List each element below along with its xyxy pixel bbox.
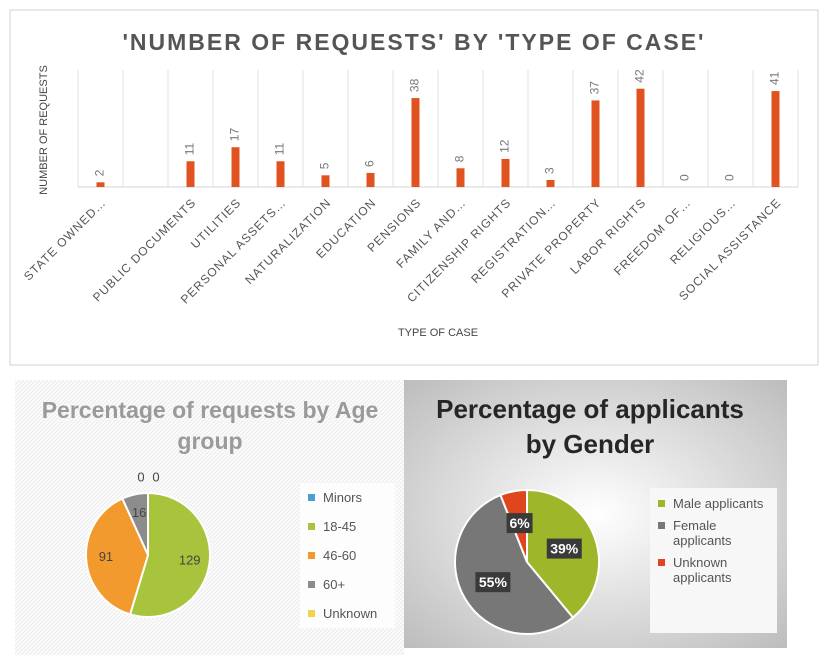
data-label: 3	[543, 167, 557, 174]
legend: Male applicants Female applicants Unknown …	[658, 496, 768, 592]
legend-swatch	[308, 610, 315, 617]
data-label: 16	[132, 505, 146, 520]
data-label: 129	[179, 553, 201, 568]
data-label: 0	[152, 470, 159, 485]
data-label: 0	[678, 174, 692, 181]
bar	[96, 182, 105, 187]
legend-swatch	[658, 522, 665, 529]
data-label: 0	[137, 470, 144, 485]
data-label-box	[546, 538, 582, 559]
legend-label: Female applicants	[673, 518, 732, 548]
age-legend-box	[300, 483, 395, 628]
data-label: 2	[93, 169, 107, 176]
legend-label: Minors	[323, 490, 363, 505]
data-label: 11	[183, 142, 197, 155]
bar	[546, 179, 555, 187]
data-label: 91	[99, 549, 113, 564]
legend-label: 46-60	[323, 548, 357, 563]
legend-swatch	[308, 494, 315, 501]
legend-item: 46-60	[308, 548, 393, 563]
legend-label: 60+	[323, 577, 346, 592]
data-label: 6%	[509, 515, 530, 531]
data-label: 41	[768, 71, 782, 85]
bar	[591, 100, 600, 187]
bar	[411, 98, 420, 187]
data-label: 5	[318, 162, 332, 169]
chart-title: Percentage of applicants by Gender	[436, 394, 744, 460]
legend-item: Unknown applicants	[658, 555, 768, 585]
data-label: 8	[453, 155, 467, 162]
legend-item: 60+	[308, 577, 393, 592]
gender-legend-box	[650, 488, 777, 633]
data-label: 11	[273, 142, 287, 155]
bar	[771, 91, 780, 187]
bar	[276, 161, 285, 187]
legend-item: 18-45	[308, 519, 393, 534]
chart-title: 'NUMBER OF REQUESTS' BY 'TYPE OF CASE'	[122, 29, 705, 55]
legend-label: Unknown applicants	[673, 555, 732, 585]
y-axis-label: NUMBER OF REQUESTS	[38, 65, 50, 195]
legend-swatch	[308, 523, 315, 530]
data-label: 38	[408, 78, 422, 92]
data-label: 12	[498, 139, 512, 153]
bar	[636, 88, 645, 187]
legend-label: 18-45	[323, 519, 357, 534]
legend-label: Male applicants	[673, 496, 764, 511]
legend-swatch	[658, 500, 665, 507]
bar	[456, 168, 465, 187]
data-label: 55%	[479, 574, 508, 590]
bar	[186, 161, 195, 187]
pie-slice	[121, 491, 149, 556]
pie-slice	[454, 493, 575, 635]
data-label: 0	[723, 174, 737, 181]
legend-label: Unknown	[323, 606, 378, 621]
bar	[366, 172, 375, 187]
legend-item: Unknown	[308, 606, 393, 621]
legend-swatch	[658, 559, 665, 566]
legend-item: Female applicants	[658, 518, 768, 548]
pie-slice	[85, 497, 150, 616]
data-label: 42	[633, 69, 647, 83]
data-label: 17	[228, 128, 242, 142]
bar	[501, 158, 510, 187]
data-label: 6	[363, 160, 377, 167]
pie-slice	[128, 491, 211, 618]
data-label-box	[475, 572, 511, 593]
x-axis-label: TYPE OF CASE	[398, 327, 478, 339]
legend-swatch	[308, 552, 315, 559]
bar	[321, 175, 330, 187]
data-label-box	[506, 513, 533, 534]
chart-title: Percentage of requests by Age group	[41, 397, 379, 455]
data-label: 37	[588, 81, 602, 95]
data-label: 39%	[550, 540, 579, 556]
legend-item: Male applicants	[658, 496, 768, 511]
legend-swatch	[308, 581, 315, 588]
bar	[231, 147, 240, 187]
legend-item: Minors	[308, 490, 393, 505]
legend: Minors 18-45 46-60 60+ Unknown	[308, 490, 393, 635]
